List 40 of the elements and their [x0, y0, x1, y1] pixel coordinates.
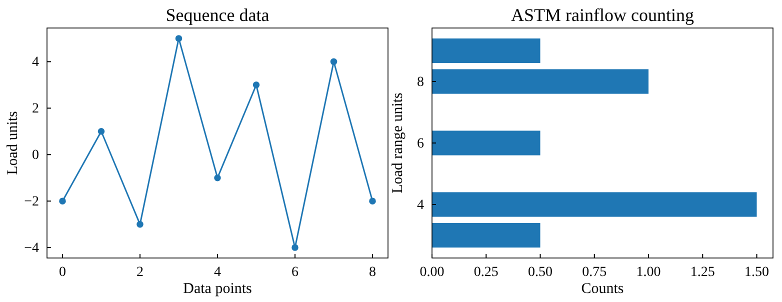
x-tick-label: 6 — [292, 264, 298, 280]
point — [252, 82, 260, 88]
y-tick-label: 4 — [417, 198, 424, 213]
y-axis-title: Load range units — [390, 92, 406, 194]
point — [136, 220, 144, 228]
x-tick-label: 0 — [59, 264, 66, 280]
x-tick-label: 4 — [214, 264, 221, 280]
point — [175, 35, 182, 42]
x-tick-label: 1.00 — [636, 264, 661, 280]
bar — [432, 192, 757, 217]
chart-title: Sequence data — [166, 5, 270, 25]
x-tick-label: 1.50 — [744, 264, 770, 280]
bar — [432, 130, 540, 156]
point — [59, 198, 66, 204]
point — [330, 58, 338, 66]
y-tick-label: 0 — [32, 148, 39, 164]
bar — [432, 69, 649, 94]
y-axis-title: Load units — [5, 110, 21, 175]
point — [98, 128, 105, 135]
x-tick-label: 0.50 — [528, 264, 553, 280]
x-axis-title: Counts — [581, 281, 624, 297]
point — [369, 198, 376, 204]
x-tick-label: 2 — [136, 264, 144, 280]
bar — [432, 222, 540, 248]
point — [292, 244, 298, 251]
chart-title: ASTM rainflow counting — [511, 5, 694, 25]
x-axis-title: Data points — [183, 281, 252, 297]
y-tick-label: −2 — [24, 194, 39, 210]
x-tick-label: 1.25 — [690, 264, 715, 280]
x-tick-label: 8 — [369, 264, 376, 280]
x-tick-label: 0.00 — [420, 264, 444, 280]
y-tick-label: 8 — [417, 74, 424, 90]
point — [214, 174, 221, 182]
y-tick-label: 4 — [32, 55, 39, 70]
y-tick-label: 2 — [32, 102, 39, 117]
x-tick-label: 0.75 — [582, 264, 607, 280]
y-tick-label: −4 — [24, 241, 39, 256]
y-tick-label: 6 — [417, 136, 424, 152]
x-tick-label: 0.25 — [474, 264, 498, 280]
bar — [432, 38, 540, 64]
